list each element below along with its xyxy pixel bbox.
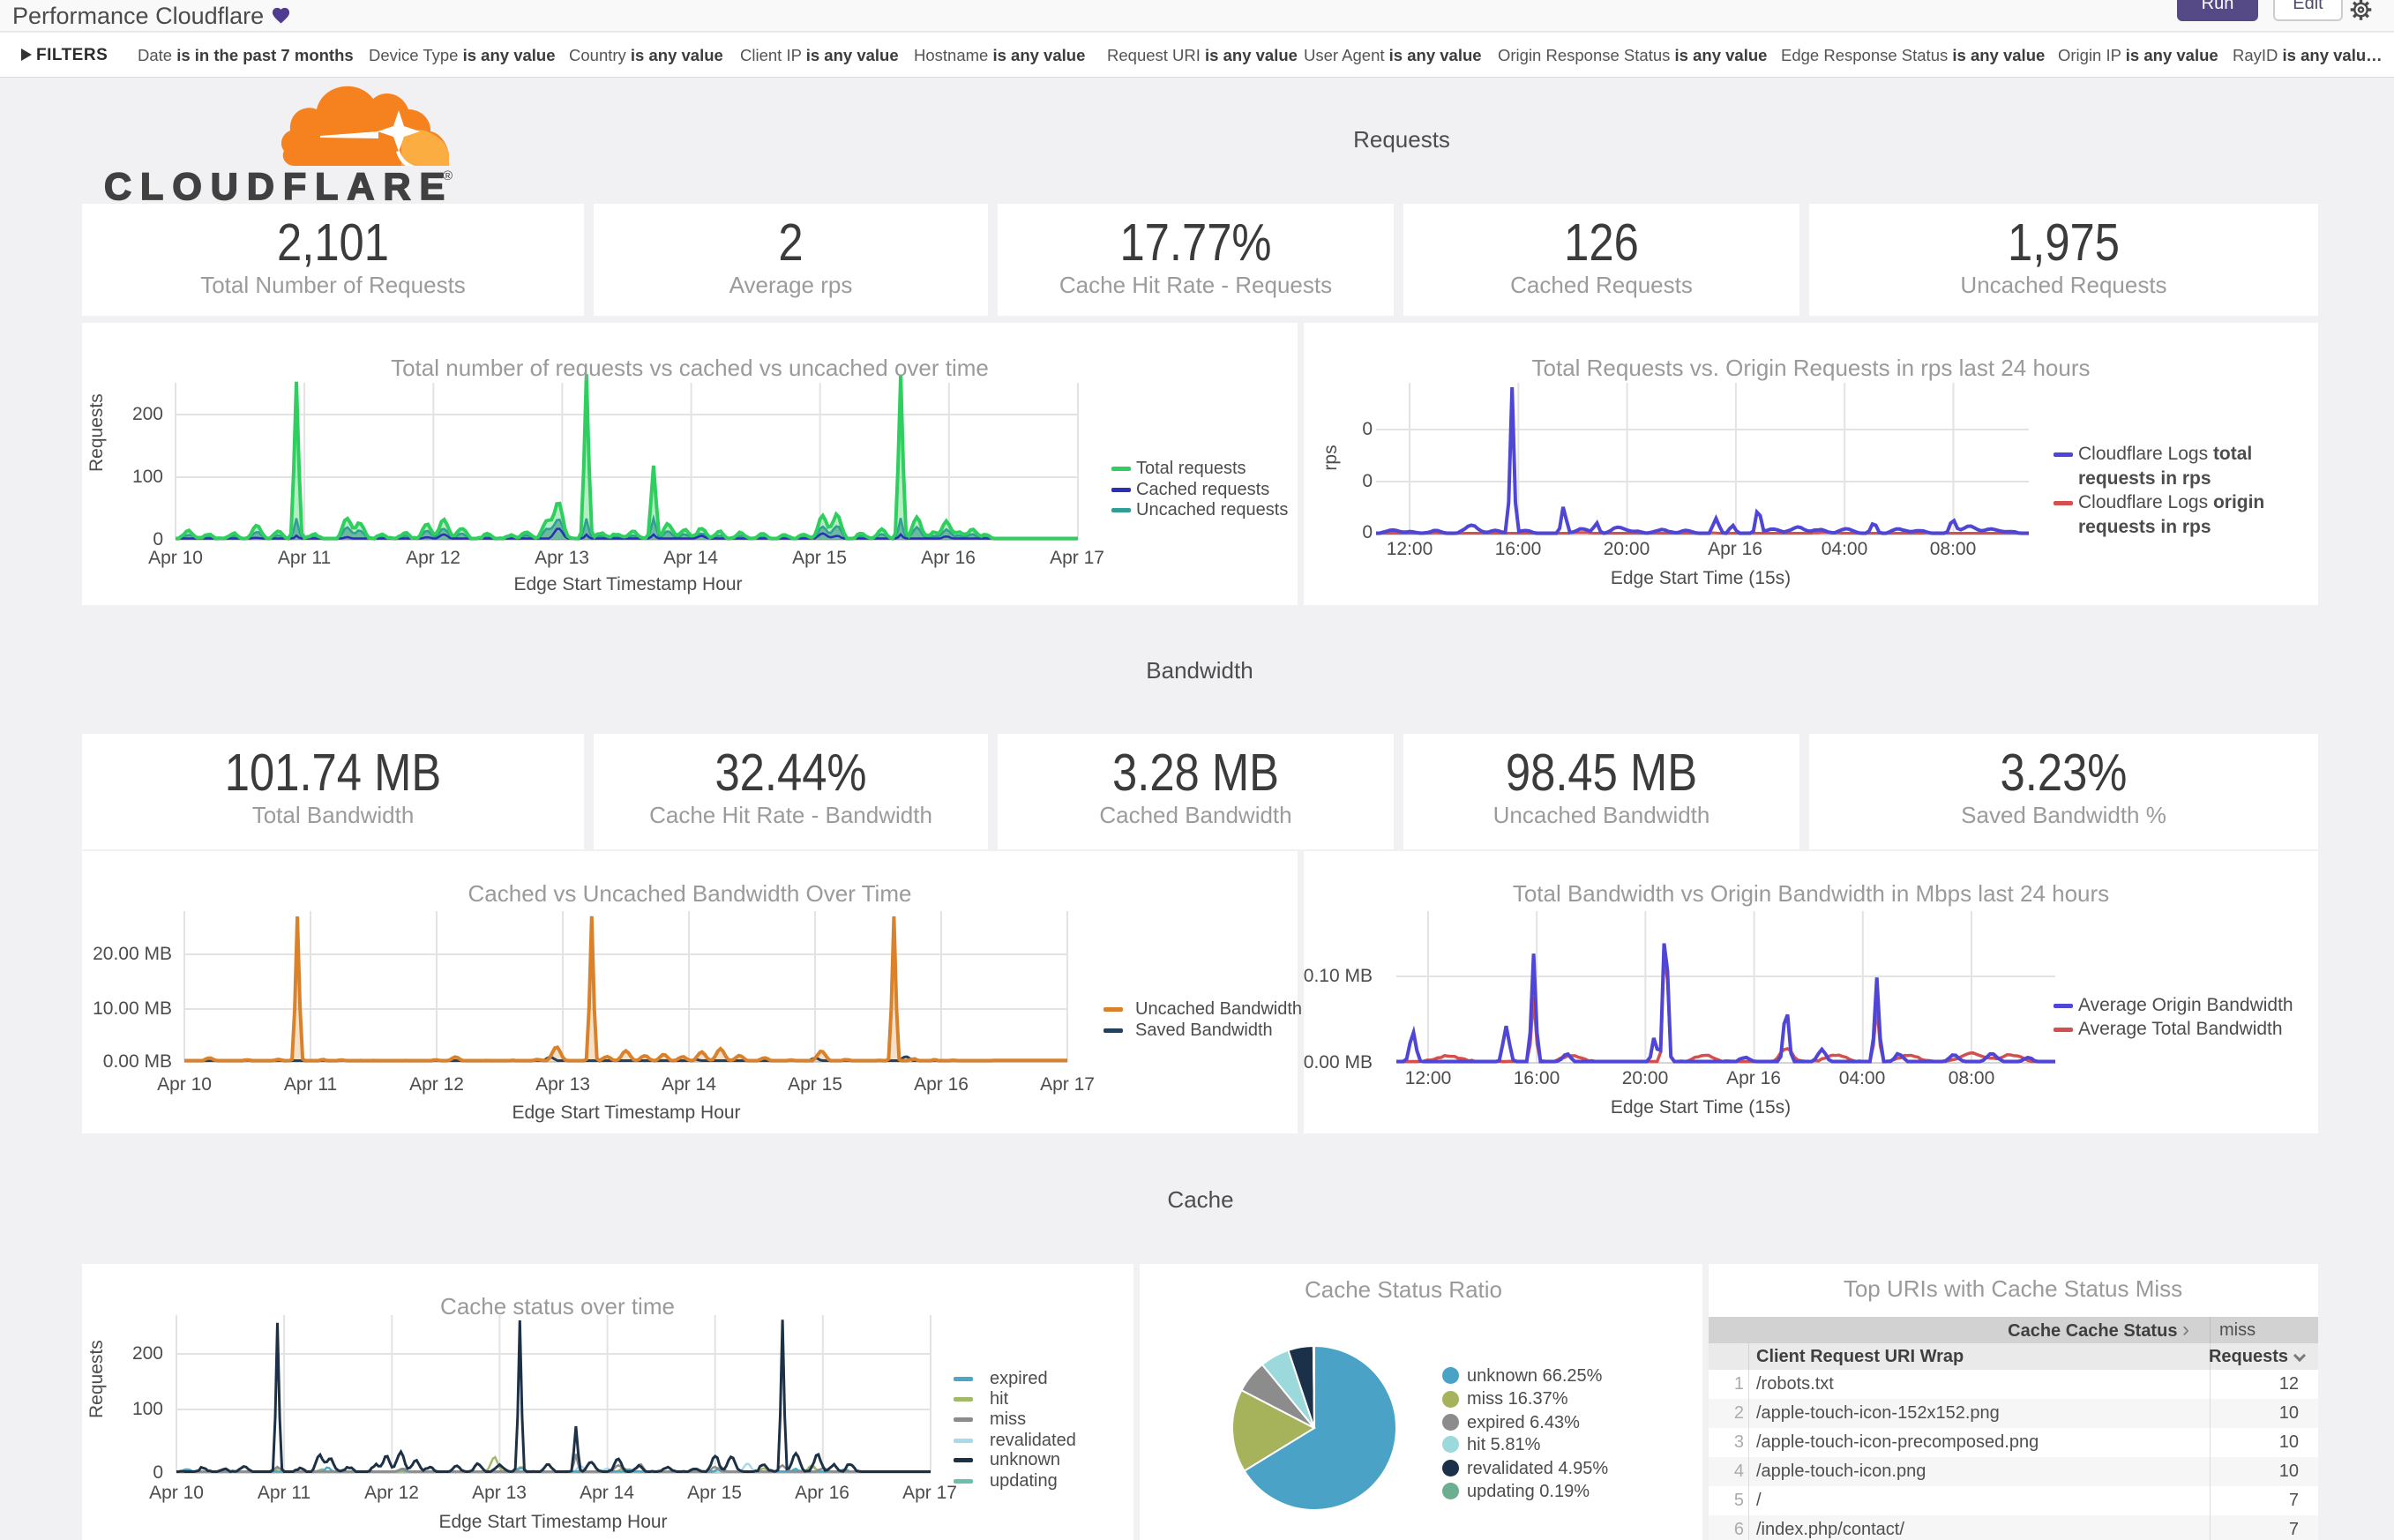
svg-text:CLOUDFLARE: CLOUDFLARE xyxy=(104,166,453,205)
svg-text:®: ® xyxy=(443,168,453,183)
